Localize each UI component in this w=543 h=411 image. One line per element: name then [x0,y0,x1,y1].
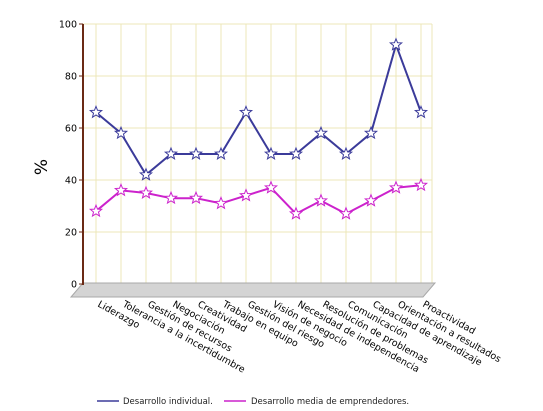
series-2-marker-3 [163,190,179,205]
series-1-marker-7 [263,146,279,160]
y-tick-labels: 0 20 40 60 80 100 [59,20,83,291]
grid [83,23,433,285]
series-2-marker-6 [238,188,254,202]
y-tick-label: 20 [65,228,77,239]
chart-floor [69,282,437,298]
series-2-marker-2 [138,185,154,199]
series-2-marker-5 [213,196,229,210]
series-2-marker-9 [313,193,329,207]
y-tick-label: 80 [65,72,77,83]
series-1-marker-1 [113,125,129,140]
series-1-marker-2 [138,167,154,181]
series-1-marker-12 [388,37,404,51]
series-2-marker-0 [88,203,104,218]
series-1-marker-10 [338,146,354,160]
series-1-marker-3 [163,146,179,160]
legend-label: Desarrollo individual. [123,397,213,407]
y-tick-label: 40 [65,176,77,187]
series-1-marker-5 [213,146,229,160]
series-2 [88,177,429,220]
series-1-marker-6 [238,105,254,119]
series-1 [88,37,429,181]
series-2-marker-8 [288,206,304,220]
series-2-marker-4 [188,190,204,205]
series-2-marker-12 [388,180,404,194]
y-tick-label: 60 [65,124,77,135]
y-axis-label: % [32,159,52,175]
series-1-marker-8 [288,146,304,160]
series-2-line [95,184,422,215]
series-2-marker-10 [338,206,354,220]
series-1-marker-9 [313,125,329,140]
series-2-marker-1 [113,183,129,197]
series-1-line [95,43,422,176]
y-tick-label: 0 [71,280,77,291]
series-2-marker-13 [413,177,429,192]
series-2-marker-7 [263,180,279,194]
series-1-marker-11 [363,125,379,140]
legend: Desarrollo individual. Desarrollo media d… [97,397,409,407]
legend-label: Desarrollo media de emprendedores. [251,397,409,407]
series-1-marker-4 [188,146,204,160]
series-2-marker-11 [363,193,379,207]
series-1-marker-13 [413,105,429,119]
series-1-marker-0 [88,105,104,119]
y-tick-label: 100 [59,20,77,31]
series [88,37,429,220]
